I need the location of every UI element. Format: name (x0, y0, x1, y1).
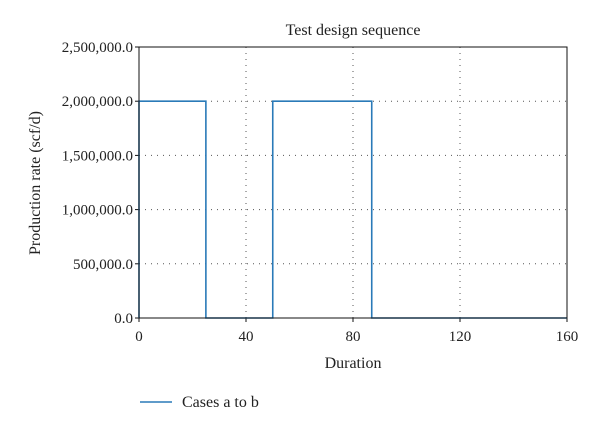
x-axis-ticks: 0 40 80 120 160 (135, 318, 578, 345)
x-tick-label: 120 (449, 329, 472, 345)
legend: Cases a to b (140, 394, 259, 411)
x-tick-label: 0 (135, 329, 143, 345)
grid (139, 47, 567, 318)
y-tick-label: 1,000,000.0 (62, 203, 133, 219)
plot-area-frame (138, 46, 568, 319)
x-tick-label: 80 (346, 329, 361, 345)
y-tick-label: 500,000.0 (73, 257, 133, 273)
y-tick-label: 1,500,000.0 (62, 148, 133, 164)
x-tick-label: 160 (556, 329, 579, 345)
y-axis-label: Production rate (scf/d) (27, 111, 44, 255)
chart-title: Test design sequence (286, 22, 421, 39)
x-axis-label: Duration (325, 355, 382, 372)
y-tick-label: 2,500,000.0 (62, 40, 133, 56)
x-tick-label: 40 (239, 329, 254, 345)
y-axis-ticks: 0.0 500,000.0 1,000,000.0 1,500,000.0 2,000,… (62, 40, 139, 327)
y-tick-label: 0.0 (114, 311, 133, 327)
y-tick-label: 2,000,000.0 (62, 94, 133, 110)
legend-label-cases-a-to-b: Cases a to b (182, 394, 259, 411)
